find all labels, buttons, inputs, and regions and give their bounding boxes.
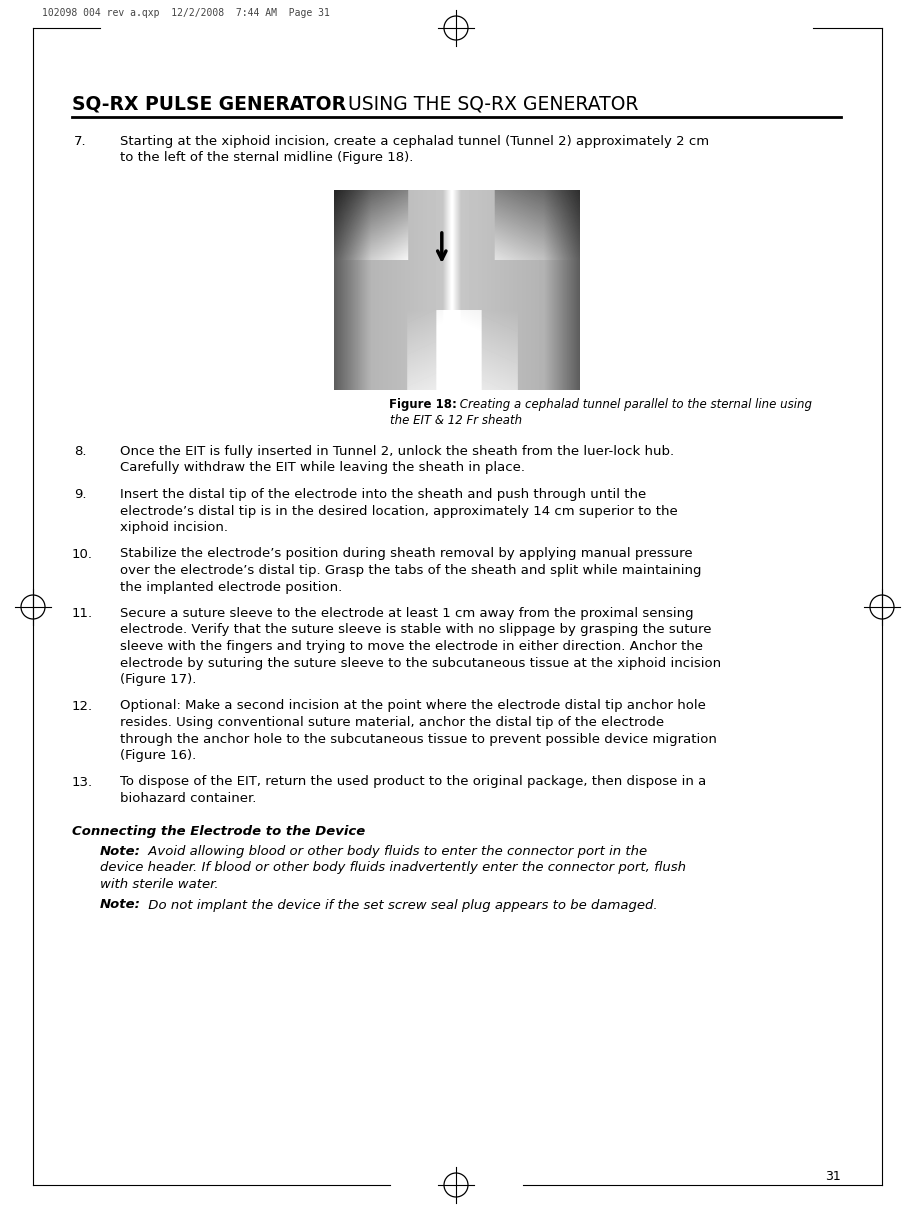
Text: Figure 18:: Figure 18: bbox=[389, 398, 456, 411]
Text: xiphoid incision.: xiphoid incision. bbox=[120, 521, 228, 534]
Text: Secure a suture sleeve to the electrode at least 1 cm away from the proximal sen: Secure a suture sleeve to the electrode … bbox=[120, 607, 694, 621]
Text: Optional: Make a second incision at the point where the electrode distal tip anc: Optional: Make a second incision at the … bbox=[120, 699, 706, 713]
Text: Carefully withdraw the EIT while leaving the sheath in place.: Carefully withdraw the EIT while leaving… bbox=[120, 462, 525, 475]
Text: 12.: 12. bbox=[72, 699, 93, 713]
Text: 10.: 10. bbox=[72, 548, 93, 560]
Text: (Figure 17).: (Figure 17). bbox=[120, 673, 196, 686]
Text: Do not implant the device if the set screw seal plug appears to be damaged.: Do not implant the device if the set scr… bbox=[144, 898, 657, 911]
Text: Note:: Note: bbox=[100, 845, 141, 858]
Text: To dispose of the EIT, return the used product to the original package, then dis: To dispose of the EIT, return the used p… bbox=[120, 776, 707, 789]
Text: the implanted electrode position.: the implanted electrode position. bbox=[120, 581, 342, 594]
Text: to the left of the sternal midline (Figure 18).: to the left of the sternal midline (Figu… bbox=[120, 152, 414, 165]
Text: SQ-RX PULSE GENERATOR: SQ-RX PULSE GENERATOR bbox=[72, 95, 346, 114]
Text: 102098 004 rev a.qxp  12/2/2008  7:44 AM  Page 31: 102098 004 rev a.qxp 12/2/2008 7:44 AM P… bbox=[42, 8, 330, 18]
Text: the EIT & 12 Fr sheath: the EIT & 12 Fr sheath bbox=[391, 415, 522, 428]
Text: over the electrode’s distal tip. Grasp the tabs of the sheath and split while ma: over the electrode’s distal tip. Grasp t… bbox=[120, 564, 701, 577]
Text: USING THE SQ-RX GENERATOR: USING THE SQ-RX GENERATOR bbox=[342, 95, 638, 114]
Text: electrode by suturing the suture sleeve to the subcutaneous tissue at the xiphoi: electrode by suturing the suture sleeve … bbox=[120, 657, 721, 669]
Text: biohazard container.: biohazard container. bbox=[120, 791, 257, 805]
Text: 9.: 9. bbox=[74, 488, 87, 501]
Text: 8.: 8. bbox=[74, 445, 87, 458]
Text: with sterile water.: with sterile water. bbox=[100, 877, 218, 891]
Text: resides. Using conventional suture material, anchor the distal tip of the electr: resides. Using conventional suture mater… bbox=[120, 716, 664, 728]
Text: Avoid allowing blood or other body fluids to enter the connector port in the: Avoid allowing blood or other body fluid… bbox=[144, 845, 647, 858]
Text: Connecting the Electrode to the Device: Connecting the Electrode to the Device bbox=[72, 824, 365, 837]
Text: 7.: 7. bbox=[74, 135, 87, 148]
Text: sleeve with the fingers and trying to move the electrode in either direction. An: sleeve with the fingers and trying to mo… bbox=[120, 640, 703, 653]
Text: Insert the distal tip of the electrode into the sheath and push through until th: Insert the distal tip of the electrode i… bbox=[120, 488, 646, 501]
Text: 11.: 11. bbox=[72, 607, 93, 621]
Text: device header. If blood or other body fluids inadvertently enter the connector p: device header. If blood or other body fl… bbox=[100, 862, 686, 875]
Text: Stabilize the electrode’s position during sheath removal by applying manual pres: Stabilize the electrode’s position durin… bbox=[120, 548, 693, 560]
Text: Creating a cephalad tunnel parallel to the sternal line using: Creating a cephalad tunnel parallel to t… bbox=[456, 398, 813, 411]
Text: electrode. Verify that the suture sleeve is stable with no slippage by grasping : electrode. Verify that the suture sleeve… bbox=[120, 623, 711, 636]
Text: Note:: Note: bbox=[100, 898, 141, 911]
Text: Once the EIT is fully inserted in Tunnel 2, unlock the sheath from the luer-lock: Once the EIT is fully inserted in Tunnel… bbox=[120, 445, 674, 458]
Text: through the anchor hole to the subcutaneous tissue to prevent possible device mi: through the anchor hole to the subcutane… bbox=[120, 732, 717, 745]
Text: 13.: 13. bbox=[72, 776, 93, 789]
Text: 31: 31 bbox=[825, 1170, 841, 1183]
Text: electrode’s distal tip is in the desired location, approximately 14 cm superior : electrode’s distal tip is in the desired… bbox=[120, 504, 677, 518]
Text: (Figure 16).: (Figure 16). bbox=[120, 749, 196, 762]
Text: Starting at the xiphoid incision, create a cephalad tunnel (Tunnel 2) approximat: Starting at the xiphoid incision, create… bbox=[120, 135, 709, 148]
